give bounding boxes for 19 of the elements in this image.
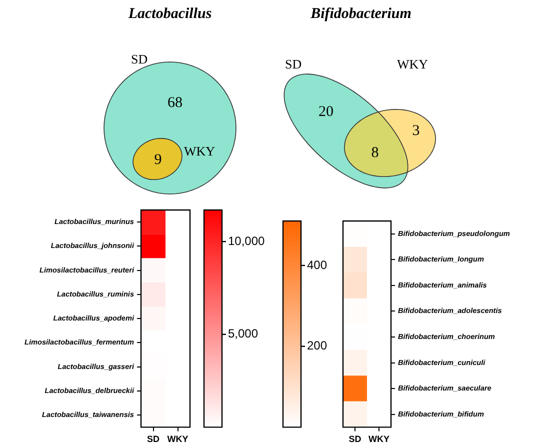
color-bar-label: 400	[307, 258, 328, 272]
text: Bifidobacterium	[310, 6, 412, 22]
color-bar-label: 5,000	[228, 326, 258, 341]
data-label: 3	[412, 122, 420, 139]
text: WKY	[397, 56, 429, 72]
data-label: 8	[371, 144, 379, 161]
data-label: 20	[318, 104, 334, 120]
data-label: 68	[168, 94, 182, 111]
text: SD	[285, 56, 302, 72]
color-bar-label: 200	[307, 338, 328, 353]
data-label: 9	[154, 152, 162, 168]
text: WKY	[184, 143, 216, 158]
color-bar-label: 10,000	[228, 234, 266, 248]
text: Lactobacillus	[127, 6, 212, 22]
x-tick-label: SD	[146, 434, 160, 444]
x-tick-label: SD	[348, 434, 362, 444]
x-tick-label: WKY	[368, 434, 390, 444]
text: SD	[131, 51, 148, 66]
x-tick-label: WKY	[167, 434, 188, 444]
